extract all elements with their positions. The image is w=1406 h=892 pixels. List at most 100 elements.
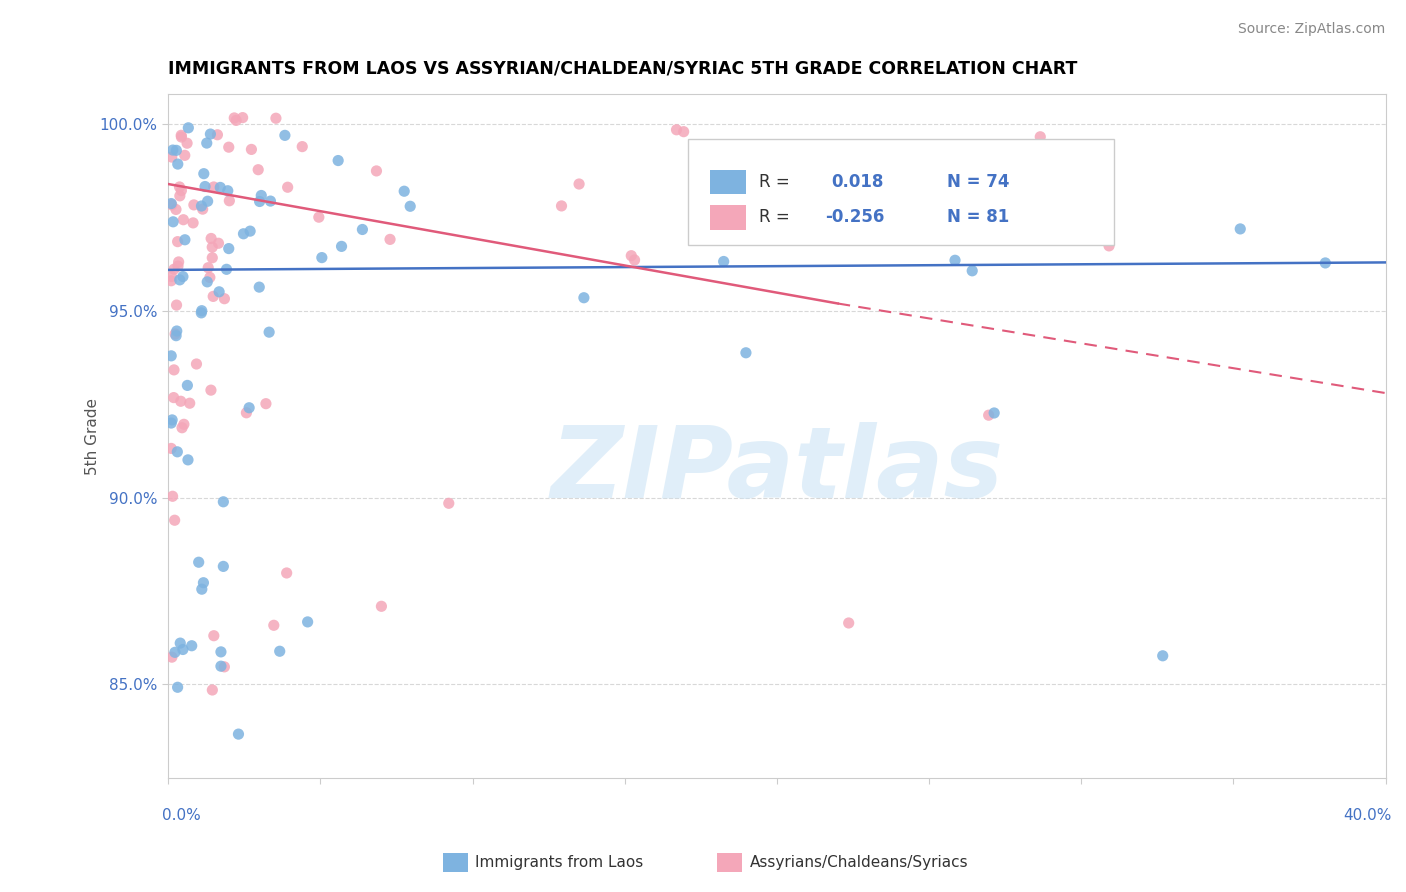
Point <box>181 216 204 230</box>
Point <box>180 639 202 653</box>
Point <box>225 113 247 128</box>
Point <box>169 636 191 650</box>
Point <box>165 202 187 217</box>
Point <box>249 194 271 209</box>
Point <box>174 233 197 247</box>
Point <box>232 227 254 241</box>
Text: Source: ZipAtlas.com: Source: ZipAtlas.com <box>1237 22 1385 37</box>
Point <box>228 727 250 741</box>
Point <box>218 242 240 256</box>
Point <box>170 421 193 435</box>
Point <box>160 196 183 211</box>
Point <box>276 566 298 580</box>
Point <box>195 275 218 289</box>
Point <box>218 194 240 208</box>
Point <box>166 445 188 459</box>
Point <box>193 575 215 590</box>
Point <box>277 180 299 194</box>
Point <box>186 357 208 371</box>
Point <box>201 683 224 698</box>
Point <box>209 180 232 194</box>
Point <box>160 349 183 363</box>
Point <box>1098 239 1121 253</box>
Point <box>977 408 1000 422</box>
Point <box>163 645 186 659</box>
Point <box>162 489 184 503</box>
Point <box>297 615 319 629</box>
Text: Immigrants from Laos: Immigrants from Laos <box>475 855 644 870</box>
Point <box>620 249 643 263</box>
Point <box>160 442 183 456</box>
Point <box>437 496 460 510</box>
Point <box>990 222 1012 236</box>
Point <box>163 363 186 377</box>
Point <box>1152 648 1174 663</box>
Point <box>758 225 780 239</box>
Point <box>160 413 183 427</box>
Point <box>328 153 350 168</box>
Point <box>163 262 186 277</box>
Point <box>160 198 183 212</box>
Point <box>866 172 889 186</box>
Point <box>170 130 193 145</box>
Point <box>269 644 291 658</box>
Point <box>197 194 219 209</box>
Point <box>217 184 239 198</box>
Point <box>623 252 645 267</box>
Point <box>207 128 229 142</box>
Point <box>166 157 188 171</box>
Point <box>162 215 184 229</box>
Point <box>193 167 215 181</box>
Point <box>232 111 254 125</box>
Point <box>187 555 209 569</box>
Point <box>167 255 190 269</box>
FancyBboxPatch shape <box>688 139 1114 244</box>
Text: N = 74: N = 74 <box>948 173 1010 191</box>
Point <box>308 210 330 224</box>
Point <box>713 254 735 268</box>
Point <box>264 112 287 126</box>
Point <box>169 189 191 203</box>
Point <box>172 212 194 227</box>
FancyBboxPatch shape <box>710 169 747 194</box>
Point <box>165 326 187 341</box>
Point <box>311 251 333 265</box>
Point <box>173 417 195 432</box>
Point <box>215 262 238 277</box>
Point <box>191 582 214 597</box>
Text: R =: R = <box>759 173 789 191</box>
Text: N = 81: N = 81 <box>948 209 1010 227</box>
Point <box>162 143 184 157</box>
Point <box>200 127 222 141</box>
Point <box>176 378 198 392</box>
Point <box>190 303 212 318</box>
Point <box>166 298 188 312</box>
Point <box>330 239 353 253</box>
Point <box>165 328 187 343</box>
Point <box>780 215 803 229</box>
Text: Assyrians/Chaldeans/Syriacs: Assyrians/Chaldeans/Syriacs <box>749 855 967 870</box>
Point <box>165 144 187 158</box>
Y-axis label: 5th Grade: 5th Grade <box>86 398 100 475</box>
Point <box>209 645 232 659</box>
Point <box>202 629 225 643</box>
Point <box>239 224 262 238</box>
Point <box>183 198 205 212</box>
Point <box>191 202 214 216</box>
Point <box>190 306 212 320</box>
Point <box>201 240 224 254</box>
Point <box>943 253 966 268</box>
Text: R =: R = <box>759 209 789 227</box>
Point <box>672 125 695 139</box>
Point <box>208 285 231 299</box>
Point <box>240 143 263 157</box>
Point <box>274 128 297 143</box>
Text: 0.0%: 0.0% <box>162 808 201 823</box>
Point <box>166 324 188 338</box>
Point <box>378 232 401 246</box>
Point <box>160 274 183 288</box>
Point <box>173 148 195 162</box>
Point <box>190 199 212 213</box>
Point <box>254 397 277 411</box>
Point <box>238 401 260 415</box>
